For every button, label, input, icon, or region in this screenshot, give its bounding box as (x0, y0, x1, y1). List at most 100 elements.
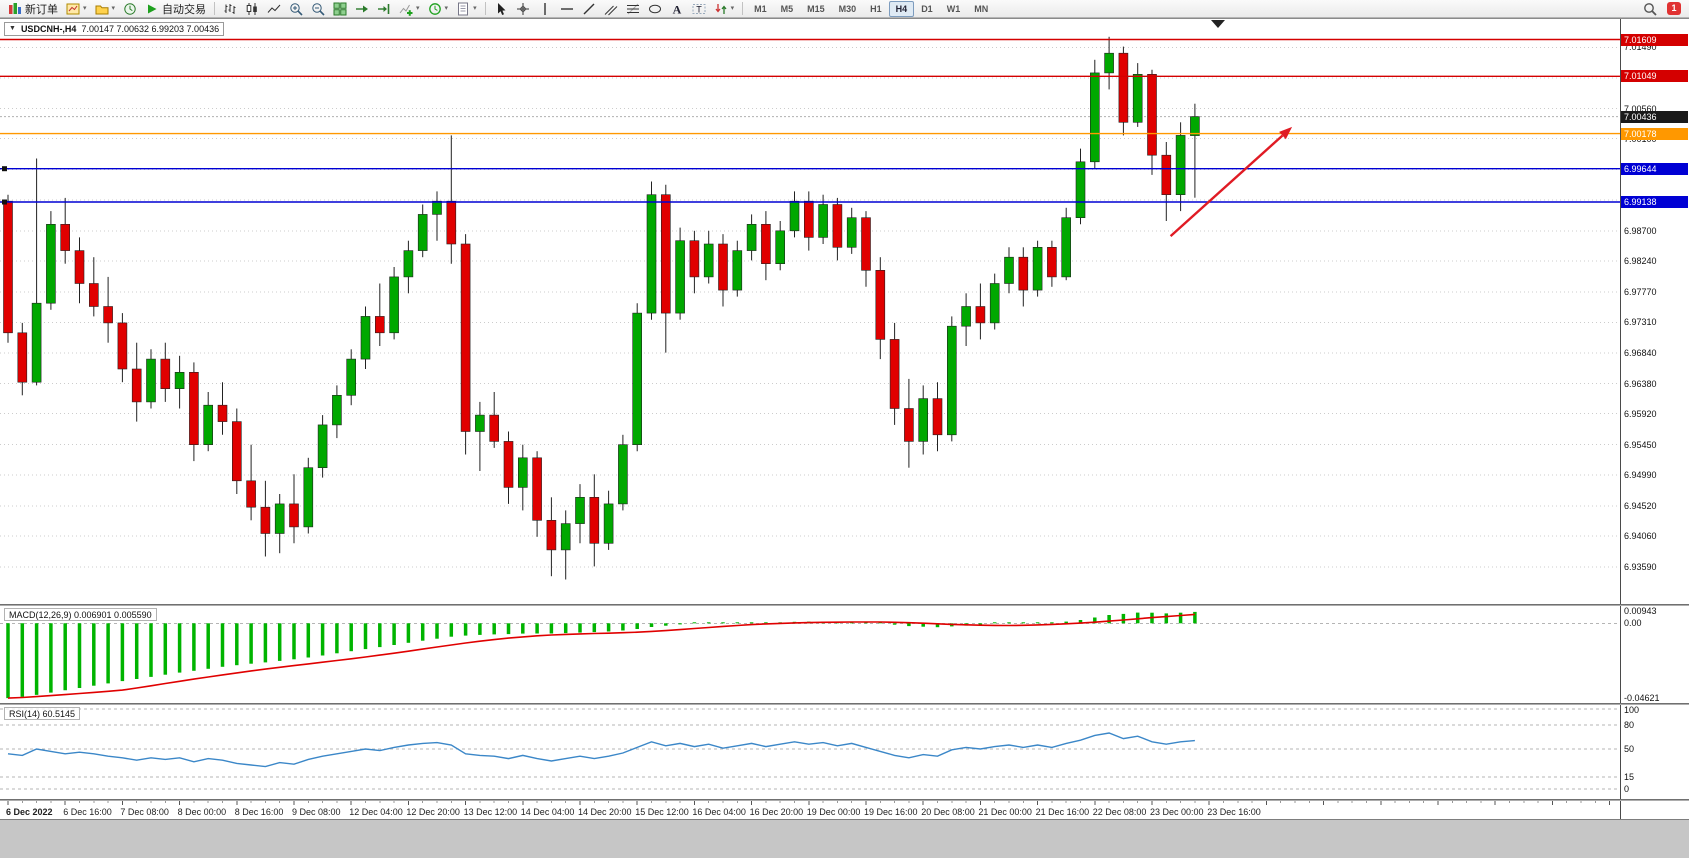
one-click-trading-toggle[interactable]: ▼ (9, 25, 16, 32)
time-axis-label: 12 Dec 04:00 (349, 807, 403, 817)
zoom-in-icon (290, 2, 303, 16)
line-handle[interactable] (2, 199, 7, 205)
time-axis-label: 12 Dec 20:00 (406, 807, 460, 817)
price-tick-label: 7.00560 (1624, 103, 1657, 114)
periods-button[interactable]: ▾ (424, 1, 453, 17)
dropdown-caret-icon: ▾ (111, 4, 116, 12)
price-scale[interactable]: 7.014907.005607.001006.987006.982406.977… (1620, 19, 1688, 604)
chart-shift-marker[interactable] (1211, 20, 1225, 28)
timeframe-W1-button[interactable]: W1 (946, 3, 961, 14)
candlestick-button[interactable] (241, 1, 263, 17)
templates-icon (458, 2, 469, 15)
channel-button[interactable] (600, 1, 622, 17)
price-tick-label: 6.95920 (1624, 408, 1657, 419)
bar-chart-button[interactable] (219, 1, 241, 17)
timeframe-D1-button[interactable]: D1 (921, 3, 933, 14)
time-axis-label: 22 Dec 08:00 (1092, 807, 1147, 817)
price-tick-label: 7.01490 (1624, 42, 1657, 53)
timeframe-M15-button[interactable]: M15 (807, 3, 825, 14)
price-tick-label: 6.97310 (1624, 317, 1657, 328)
line-chart-button[interactable] (263, 1, 285, 17)
price-chart[interactable]: ▼ USDCNH-,H4 7.00147 7.00632 6.99203 7.0… (0, 19, 1620, 604)
search-button[interactable] (1639, 1, 1661, 17)
dropdown-caret-icon: ▾ (416, 4, 420, 12)
time-axis-label: 23 Dec 00:00 (1150, 807, 1204, 817)
shapes-button[interactable] (644, 1, 666, 17)
auto-scroll-button[interactable] (351, 1, 373, 17)
macd-panel: MACD(12,26,9) 0.006901 0.005590 0.00943 0… (0, 606, 1689, 703)
macd-scale[interactable]: 0.00943 0.00 -0.04621 (1620, 606, 1688, 703)
time-axis-label: 14 Dec 04:00 (520, 807, 575, 817)
macd-canvas (0, 611, 1620, 699)
symbol-label: USDCNH-,H4 (20, 24, 77, 34)
time-axis[interactable]: 6 Dec 2022 6 Dec 16:00 7 Dec 08:00 8 Dec 00… (0, 801, 1620, 819)
new-order-icon (9, 2, 21, 14)
timeframe-M5-button[interactable]: M5 (780, 3, 794, 14)
macd-chart[interactable]: MACD(12,26,9) 0.006901 0.005590 (0, 606, 1620, 703)
play-icon (148, 4, 157, 13)
toolbar-separator (484, 2, 486, 15)
macd-tick-label: 0.00943 (1624, 606, 1657, 616)
timeframe-MN-button[interactable]: MN (974, 3, 989, 14)
crosshair-button[interactable] (512, 1, 534, 17)
price-tick-label: 6.98700 (1624, 225, 1657, 236)
panel-divider[interactable] (0, 703, 1689, 705)
notification-badge[interactable]: 1 (1667, 2, 1681, 15)
templates-button[interactable]: ▾ (452, 1, 481, 17)
vertical-line-button[interactable] (534, 1, 556, 17)
horizontal-line-button[interactable] (556, 1, 578, 17)
text-button[interactable]: A (666, 1, 688, 17)
crosshair-icon (516, 2, 529, 15)
auto-scroll-icon (356, 5, 369, 12)
profiles-button[interactable]: ▾ (91, 1, 120, 17)
line-handle[interactable] (2, 166, 7, 172)
price-panel: ▼ USDCNH-,H4 7.00147 7.00632 6.99203 7.0… (0, 19, 1689, 604)
timeframe-H1-button[interactable]: H1 (870, 3, 882, 14)
text-label-button[interactable]: T (688, 1, 710, 17)
time-axis-label: 16 Dec 04:00 (692, 807, 746, 817)
line-chart-icon (267, 4, 281, 13)
tile-windows-button[interactable] (329, 1, 351, 17)
trend-arrow[interactable] (1169, 126, 1293, 237)
search-icon (1644, 2, 1657, 16)
new-order-button-label: 新订单 (25, 3, 58, 16)
time-axis-label: 6 Dec 2022 (6, 807, 53, 817)
panel-divider[interactable] (0, 604, 1689, 606)
new-chart-icon (66, 3, 80, 14)
chart-title: ▼ USDCNH-,H4 7.00147 7.00632 6.99203 7.0… (4, 22, 225, 36)
auto-trading-button[interactable]: 自动交易 (141, 1, 210, 17)
time-axis-label: 7 Dec 08:00 (120, 807, 169, 817)
timeframe-M30-button[interactable]: M30 (838, 3, 857, 14)
cursor-button[interactable] (490, 1, 512, 17)
arrows-icon (715, 3, 727, 14)
rsi-scale[interactable]: 100 80 50 15 0 (1620, 705, 1688, 799)
price-tick-label: 6.94520 (1624, 500, 1657, 511)
time-axis-label: 14 Dec 20:00 (578, 807, 632, 817)
trendline-icon (583, 3, 595, 14)
new-order-button[interactable]: 新订单 (4, 1, 62, 17)
toolbar: 新订单 ▾ ▾ 自动交易 ▾ ▾ ▾ A T ▾ M1 M5 M15 M30 H1 H4 D1 W1 MN 1 (0, 0, 1689, 18)
rsi-chart[interactable]: RSI(14) 60.5145 (0, 705, 1620, 799)
macd-signal-line (7, 613, 1195, 699)
svg-text:A: A (672, 2, 681, 16)
zoom-in-button[interactable] (285, 1, 307, 17)
time-axis-label: 20 Dec 08:00 (921, 807, 975, 817)
fibonacci-icon (626, 3, 639, 14)
market-watch-icon (124, 2, 136, 15)
chart-window: ▼ USDCNH-,H4 7.00147 7.00632 6.99203 7.0… (0, 18, 1689, 819)
fibonacci-button[interactable] (622, 1, 644, 17)
panel-divider[interactable] (0, 799, 1689, 801)
trendline-button[interactable] (578, 1, 600, 17)
rsi-label: RSI(14) 60.5145 (4, 707, 81, 720)
zoom-out-button[interactable] (307, 1, 329, 17)
chart-shift-button[interactable] (373, 1, 395, 17)
timeframe-M1-button[interactable]: M1 (754, 3, 767, 14)
channel-icon (604, 5, 617, 15)
timeframe-H4-button[interactable]: H4 (888, 0, 915, 17)
new-chart-button[interactable]: ▾ (62, 1, 91, 17)
arrows-button[interactable]: ▾ (710, 1, 739, 17)
indicators-button[interactable]: ▾ (395, 1, 424, 17)
time-axis-row: 6 Dec 2022 6 Dec 16:00 7 Dec 08:00 8 Dec 00… (0, 801, 1689, 819)
ohlc-values: 7.00147 7.00632 6.99203 7.00436 (81, 24, 220, 34)
market-watch-button[interactable] (119, 1, 141, 17)
